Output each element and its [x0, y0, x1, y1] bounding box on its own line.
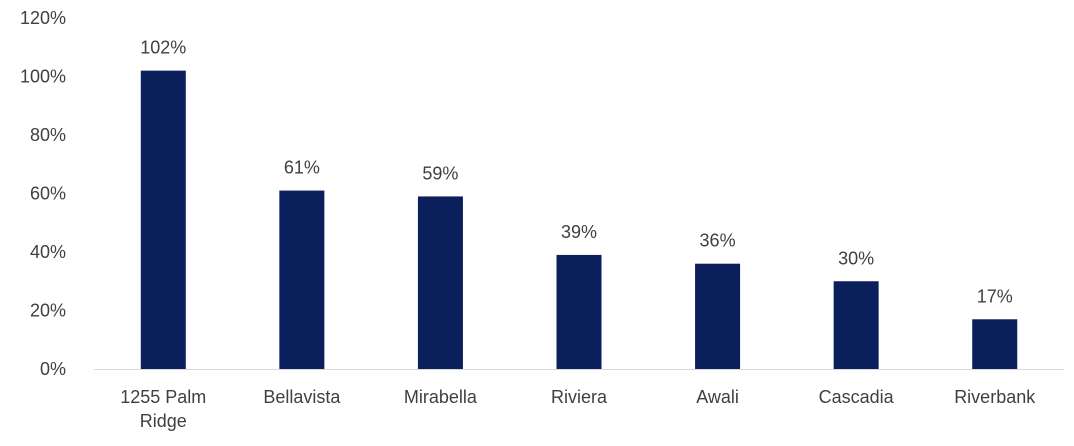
data-label: 39% — [561, 222, 597, 242]
data-label: 36% — [700, 231, 736, 251]
data-label: 61% — [284, 158, 320, 178]
bar — [140, 70, 186, 370]
data-label: 17% — [977, 286, 1013, 306]
x-tick-label: Ridge — [140, 411, 187, 431]
bar — [695, 263, 741, 369]
y-tick-label: 20% — [30, 301, 66, 321]
bar — [279, 190, 325, 369]
y-axis: 0% 20% 40% 60% 80% 100% 120% — [20, 8, 66, 379]
x-tick-label: Riverbank — [954, 387, 1036, 407]
y-tick-label: 120% — [20, 8, 66, 28]
x-tick-label: Awali — [696, 387, 739, 407]
y-tick-label: 80% — [30, 125, 66, 145]
x-tick-label: 1255 Palm — [120, 387, 206, 407]
bars — [140, 70, 1018, 370]
data-label: 59% — [422, 163, 458, 183]
x-tick-label: Cascadia — [819, 387, 895, 407]
x-tick-label: Bellavista — [263, 387, 341, 407]
x-tick-label: Mirabella — [404, 387, 478, 407]
bar — [417, 196, 463, 369]
y-tick-label: 100% — [20, 67, 66, 87]
x-tick-label: Riviera — [551, 387, 608, 407]
bar — [833, 281, 879, 369]
bar — [972, 319, 1018, 369]
data-label: 30% — [838, 248, 874, 268]
x-axis: 1255 Palm Ridge Bellavista Mirabella Riviera… — [120, 387, 1036, 431]
y-tick-label: 0% — [40, 359, 66, 379]
y-tick-label: 40% — [30, 242, 66, 262]
data-labels: 102% 61% 59% 39% 36% 30% 17% — [140, 38, 1012, 307]
y-tick-label: 60% — [30, 184, 66, 204]
bar — [556, 254, 602, 369]
data-label: 102% — [140, 38, 186, 58]
